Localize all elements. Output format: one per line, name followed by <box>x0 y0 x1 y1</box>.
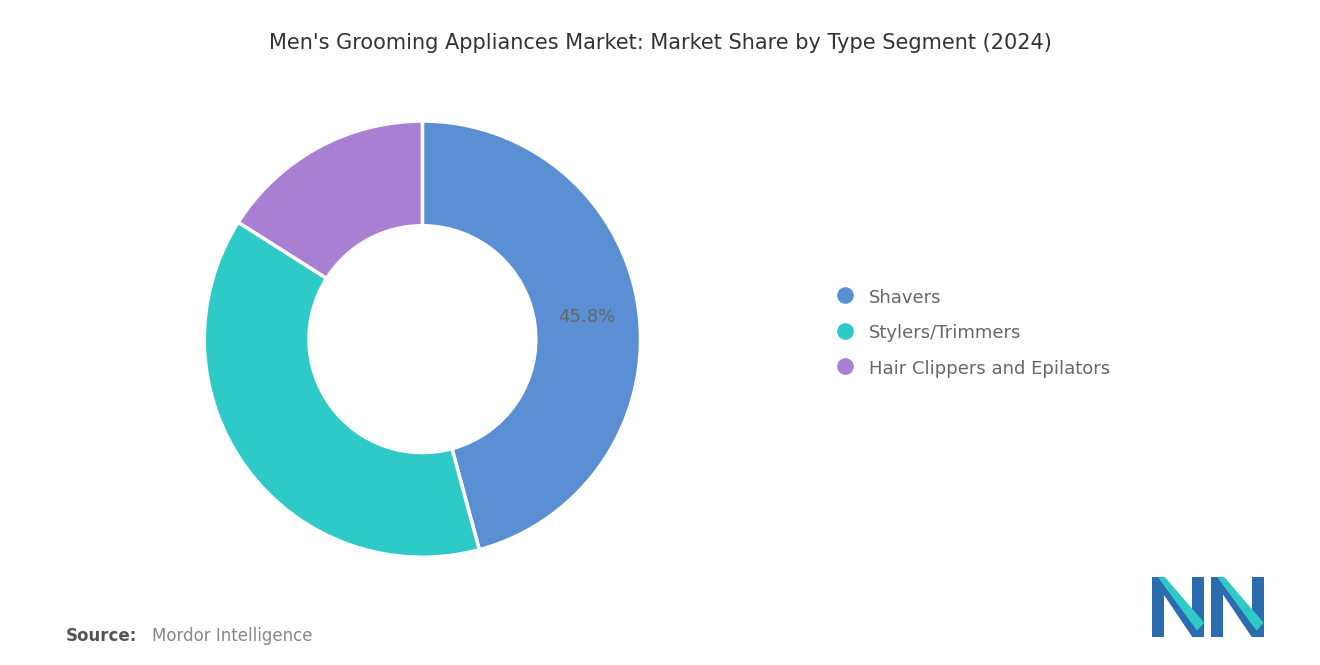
Polygon shape <box>1152 577 1164 637</box>
Wedge shape <box>205 222 479 557</box>
Text: Mordor Intelligence: Mordor Intelligence <box>152 627 313 645</box>
Polygon shape <box>1152 577 1204 637</box>
Polygon shape <box>1158 577 1204 630</box>
Legend: Shavers, Stylers/Trimmers, Hair Clippers and Epilators: Shavers, Stylers/Trimmers, Hair Clippers… <box>828 278 1119 387</box>
Text: 45.8%: 45.8% <box>558 309 615 327</box>
Polygon shape <box>1212 577 1224 637</box>
Polygon shape <box>1192 577 1204 637</box>
Text: Men's Grooming Appliances Market: Market Share by Type Segment (2024): Men's Grooming Appliances Market: Market… <box>268 33 1052 53</box>
Polygon shape <box>1251 577 1263 637</box>
Wedge shape <box>422 121 640 550</box>
Polygon shape <box>1217 577 1263 630</box>
Polygon shape <box>1212 577 1263 637</box>
Wedge shape <box>238 121 422 279</box>
Text: Source:: Source: <box>66 627 137 645</box>
